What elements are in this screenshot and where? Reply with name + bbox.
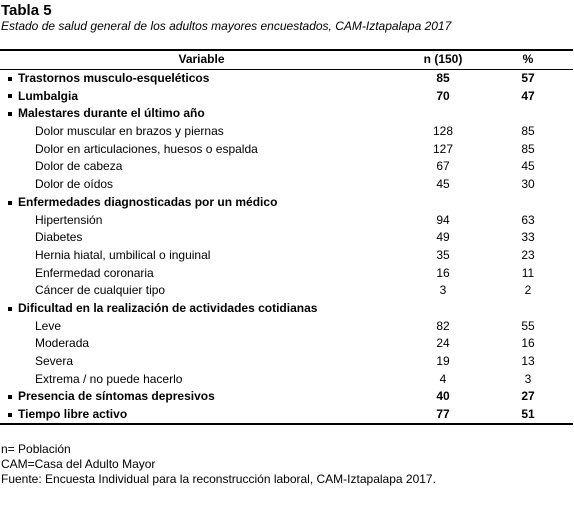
label-cell: Hernia hiatal, umbilical o inguinal xyxy=(35,247,211,262)
label-cell: Lumbalgia xyxy=(0,87,403,105)
label-cell: Dolor de oídos xyxy=(35,177,114,192)
label-cell: Dolor en articulaciones, huesos o espald… xyxy=(35,141,258,156)
pct-cell: 16 xyxy=(521,336,535,351)
n-cell: 82 xyxy=(436,318,450,333)
n-cell: 85 xyxy=(436,71,450,86)
pct-cell: 85 xyxy=(521,124,535,139)
item-row: Hernia hiatal, umbilical o inguinal 35 23 xyxy=(0,247,573,265)
notes: n= Población CAM=Casa del Adulto Mayor Fue… xyxy=(1,442,436,487)
item-row: Enfermedad coronaria 16 11 xyxy=(0,264,573,282)
label-cell: Diabetes xyxy=(35,230,83,245)
n-cell: 35 xyxy=(436,247,450,262)
n-cell: 19 xyxy=(436,354,450,369)
pct-cell: 2 xyxy=(524,283,532,298)
empty-cell xyxy=(483,300,573,318)
label-cell: Extrema / no puede hacerlo xyxy=(35,371,183,386)
label-cell: Dolor muscular en brazos y piernas xyxy=(35,124,224,139)
item-row: Diabetes 49 33 xyxy=(0,229,573,247)
n-cell: 127 xyxy=(432,141,454,156)
label-cell: Dificultad en la realización de activida… xyxy=(0,300,403,318)
category-row: Tiempo libre activo 77 51 xyxy=(0,406,573,425)
category-row: Trastornos musculo-esqueléticos 85 57 xyxy=(0,69,573,87)
note: n= Población xyxy=(1,442,71,456)
item-row: Cáncer de cualquier tipo 3 2 xyxy=(0,282,573,300)
label-cell: Enfermedad coronaria xyxy=(35,265,154,280)
label-cell: Tiempo libre activo xyxy=(0,406,403,425)
n-cell: 77 xyxy=(436,407,450,422)
n-cell: 128 xyxy=(432,124,454,139)
label-cell: Presencia de síntomas depresivos xyxy=(0,388,403,406)
label-cell: Leve xyxy=(35,318,62,333)
empty-cell xyxy=(403,194,483,212)
category-row: Lumbalgia 70 47 xyxy=(0,87,573,105)
pct-cell: 47 xyxy=(521,88,535,103)
header-cell: % xyxy=(522,52,534,67)
item-row: Extrema / no puede hacerlo 4 3 xyxy=(0,370,573,388)
item-row: Dolor de oídos 45 30 xyxy=(0,176,573,194)
n-cell: 40 xyxy=(436,389,450,404)
empty-cell xyxy=(483,194,573,212)
pct-cell: 3 xyxy=(524,371,532,386)
n-cell: 45 xyxy=(436,177,450,192)
n-cell: 24 xyxy=(436,336,450,351)
item-row: Dolor muscular en brazos y piernas 128 85 xyxy=(0,123,573,141)
empty-cell xyxy=(403,300,483,318)
n-cell: 67 xyxy=(436,159,450,174)
table-subtitle: Estado de salud general de los adultos m… xyxy=(1,19,452,33)
data-table: Variable n (150) % Trastornos musculo-es… xyxy=(0,49,573,425)
table-body: Trastornos musculo-esqueléticos 85 57 Lumba… xyxy=(0,69,573,425)
table-title: Tabla 5 xyxy=(1,2,52,19)
item-row: Leve 82 55 xyxy=(0,317,573,335)
n-cell: 49 xyxy=(436,230,450,245)
pct-cell: 11 xyxy=(521,265,535,280)
header-cell: Variable xyxy=(178,52,225,67)
label-cell: Malestares durante el último año xyxy=(0,105,403,123)
label-cell: Enfermedades diagnosticadas por un médic… xyxy=(0,194,403,212)
pct-cell: 55 xyxy=(521,318,535,333)
note: Fuente: Encuesta Individual para la reco… xyxy=(1,472,436,486)
label-cell: Hipertensión xyxy=(35,212,103,227)
empty-cell xyxy=(483,105,573,123)
label-cell: Severa xyxy=(35,354,74,369)
n-cell: 3 xyxy=(439,283,447,298)
n-cell: 4 xyxy=(439,371,447,386)
category-row: Presencia de síntomas depresivos 40 27 xyxy=(0,388,573,406)
label-cell: Cáncer de cualquier tipo xyxy=(35,283,166,298)
pct-cell: 13 xyxy=(521,354,535,369)
pct-cell: 23 xyxy=(521,247,535,262)
pct-cell: 85 xyxy=(521,141,535,156)
pct-cell: 57 xyxy=(521,71,535,86)
n-cell: 94 xyxy=(436,212,450,227)
label-cell: Trastornos musculo-esqueléticos xyxy=(0,69,403,87)
header-cell: n (150) xyxy=(423,52,463,67)
header-row: Variable n (150) % xyxy=(0,50,573,70)
n-cell: 16 xyxy=(436,265,450,280)
empty-cell xyxy=(403,105,483,123)
item-row: Moderada 24 16 xyxy=(0,335,573,353)
pct-cell: 30 xyxy=(521,177,535,192)
pct-cell: 63 xyxy=(521,212,535,227)
category-row: Malestares durante el último año xyxy=(0,105,573,123)
pct-cell: 33 xyxy=(521,230,535,245)
item-row: Severa 19 13 xyxy=(0,353,573,371)
category-row: Dificultad en la realización de activida… xyxy=(0,300,573,318)
pct-cell: 45 xyxy=(521,159,535,174)
table-header: Variable n (150) % xyxy=(0,50,573,70)
label-cell: Dolor de cabeza xyxy=(35,159,123,174)
item-row: Hipertensión 94 63 xyxy=(0,211,573,229)
label-cell: Moderada xyxy=(35,336,90,351)
category-row: Enfermedades diagnosticadas por un médic… xyxy=(0,194,573,212)
item-row: Dolor en articulaciones, huesos o espald… xyxy=(0,140,573,158)
note: CAM=Casa del Adulto Mayor xyxy=(1,457,156,471)
pct-cell: 27 xyxy=(521,389,535,404)
pct-cell: 51 xyxy=(521,407,535,422)
n-cell: 70 xyxy=(436,88,450,103)
item-row: Dolor de cabeza 67 45 xyxy=(0,158,573,176)
